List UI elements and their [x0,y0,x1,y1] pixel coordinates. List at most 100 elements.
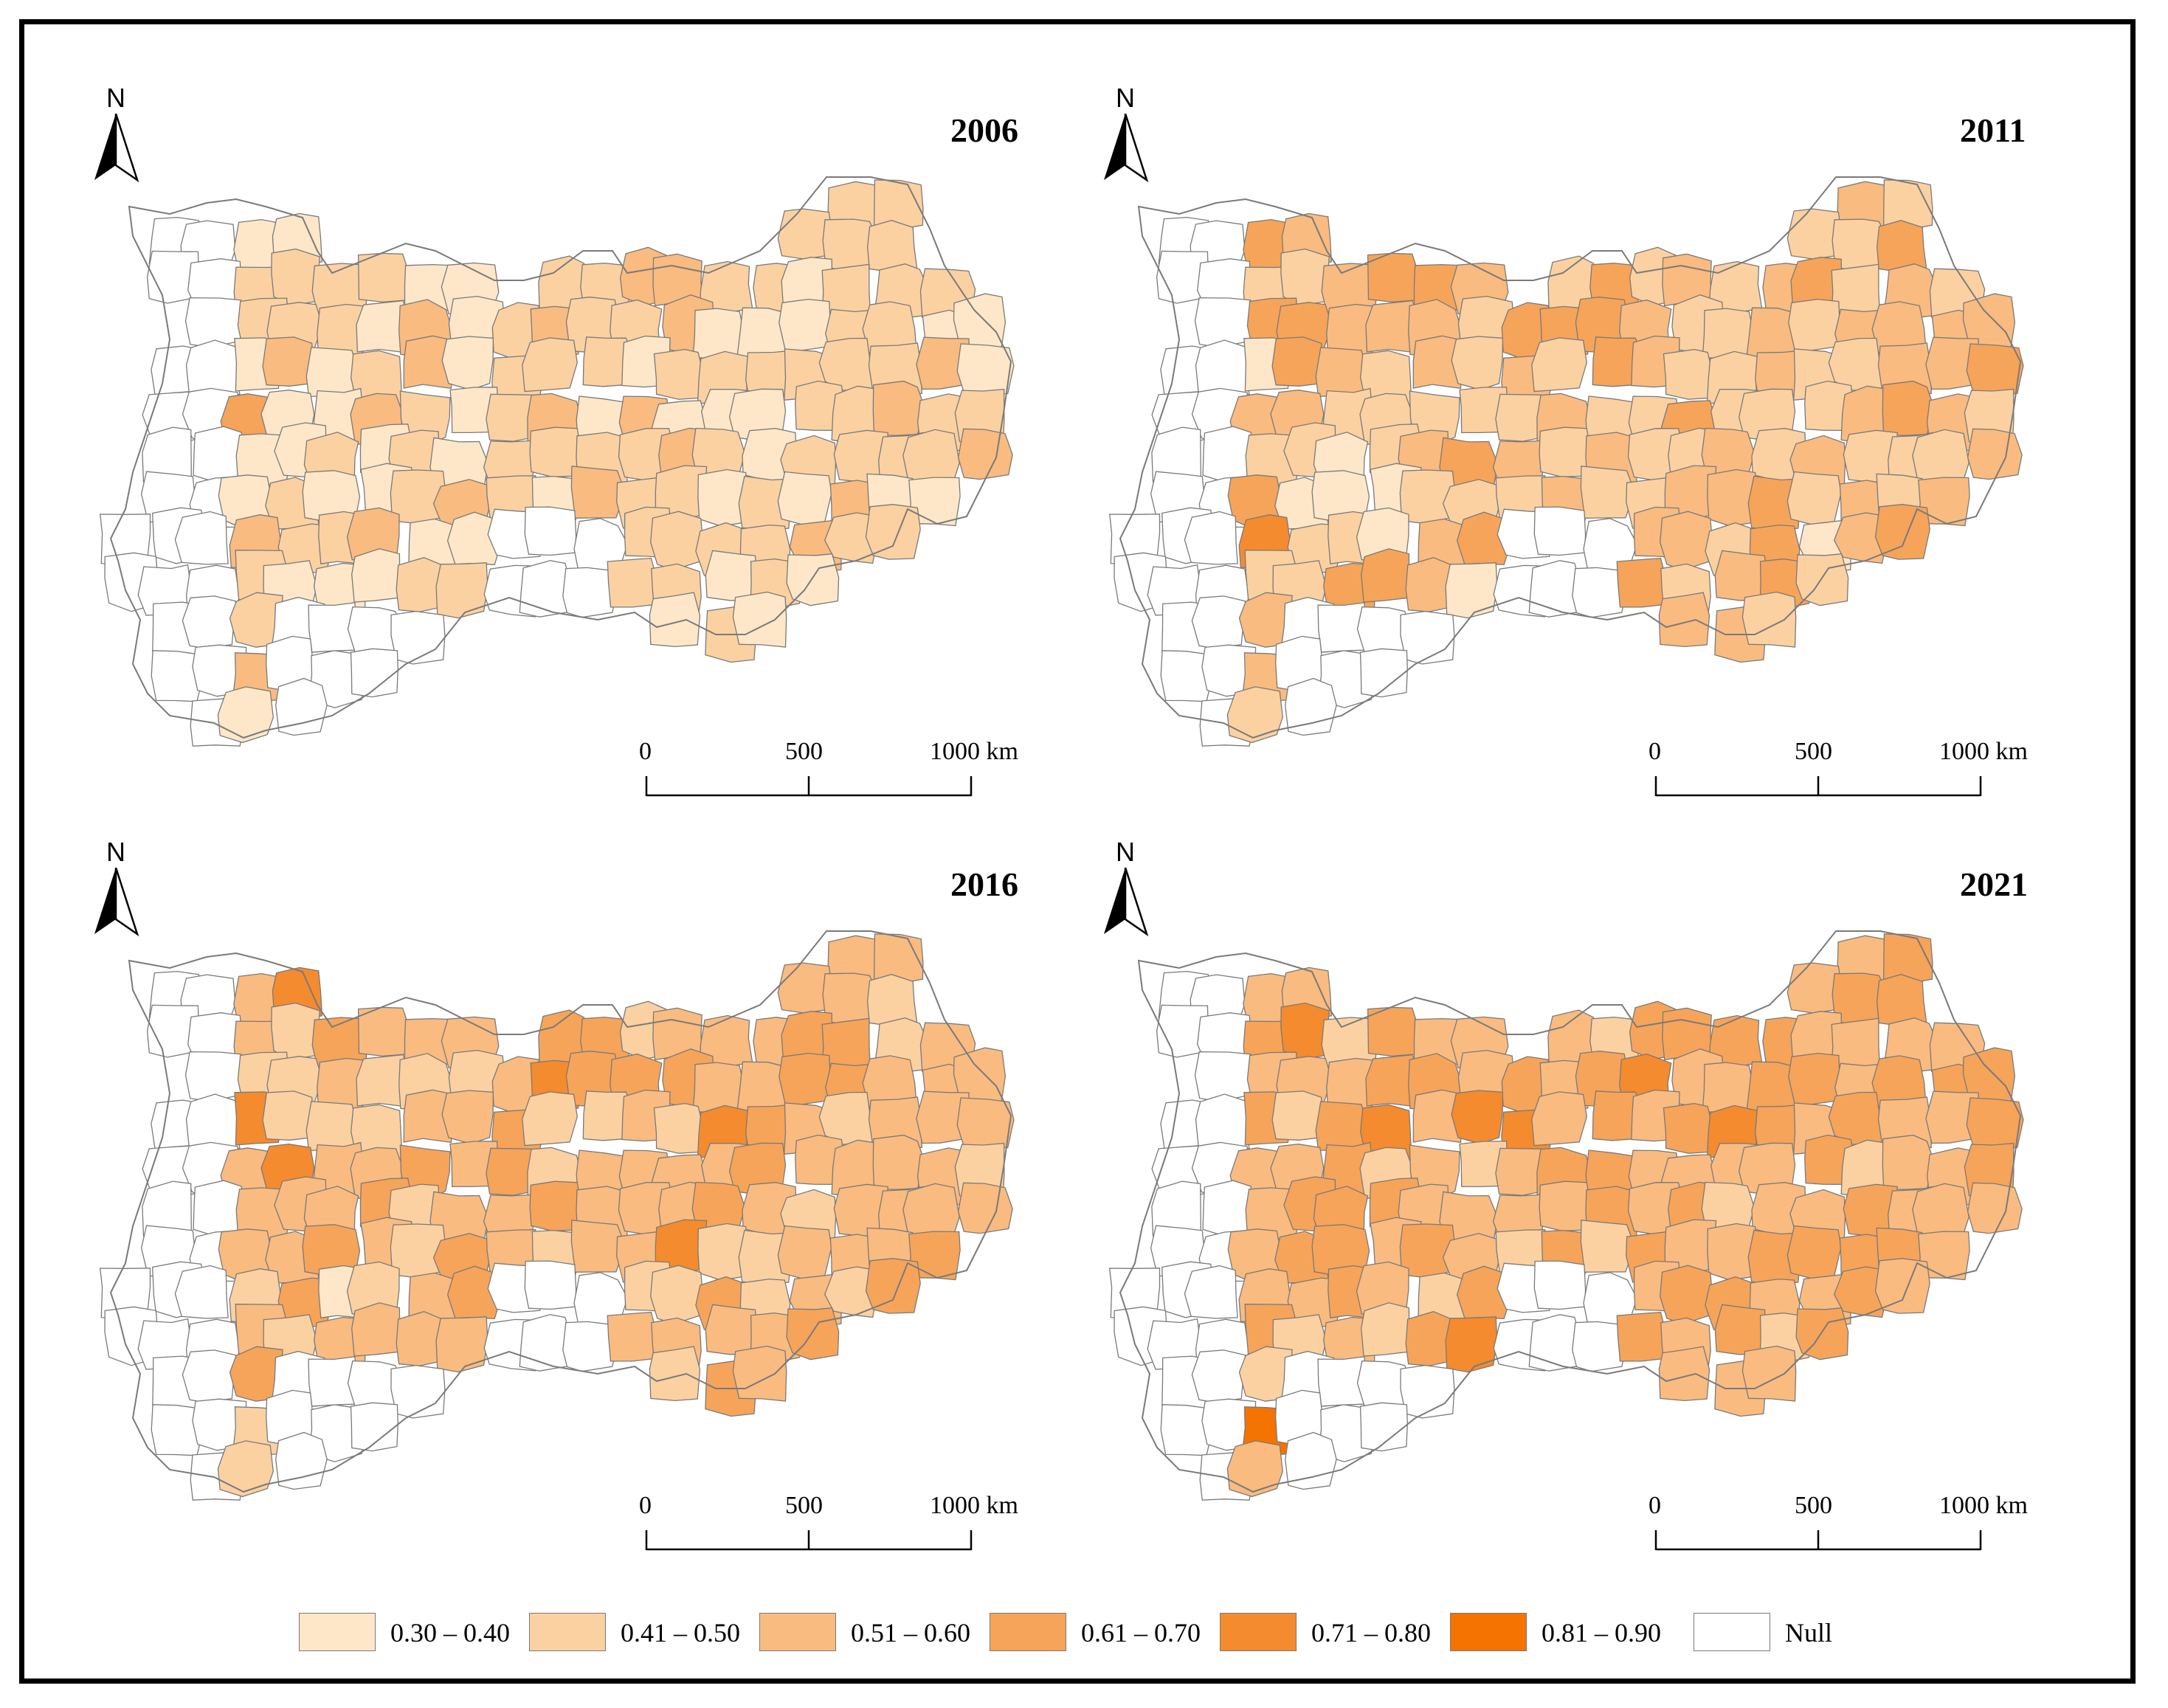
region-cell [692,308,744,359]
region-cell [1616,1312,1667,1362]
region-cell [1714,550,1768,601]
scale-bar-tick-label: 1000 km [930,1492,1018,1519]
region-cell [1456,511,1513,565]
region-cell [1184,511,1238,565]
region-cell [570,1220,626,1273]
panel-year: 2016 [950,865,1018,903]
region-cell [1456,1265,1513,1319]
scale-bar-tick-label: 1000 km [1939,738,2028,765]
region-cell [441,336,494,390]
region-cell [1367,252,1421,303]
region-cell [653,348,704,400]
region-cell [1876,974,1927,1026]
region-cell [1195,1093,1251,1149]
scale-bar-line [645,776,973,797]
region-cell [1747,475,1801,532]
north-arrow-icon [94,868,139,937]
region-cell [1191,595,1246,649]
region-cell [705,1304,759,1355]
scale-bar-tick-label: 0 [1649,1492,1661,1519]
region-cell [1663,348,1713,400]
region-cell [865,504,921,560]
scale-bar-line [1654,1530,1982,1551]
region-cell [957,428,1013,480]
region-cell [403,335,455,390]
north-arrow: N [90,837,142,947]
north-arrow-icon [94,114,139,183]
region-cell [275,677,328,736]
panel-year: 2011 [1960,111,2026,149]
region-cell [350,1402,398,1452]
region-cell [1616,558,1667,608]
scale-bar-tick-label: 0 [1649,738,1661,765]
scale-bar-tick-label: 500 [1795,738,1832,765]
map-panel-2006: 2006 N 0 500 1000 km [22,30,1026,797]
region-cell [1361,548,1410,603]
region-cell [182,1349,237,1403]
region-cell [1874,1258,1930,1314]
region-cell [1315,1101,1369,1152]
region-cell [1663,1102,1713,1154]
panel-year: 2006 [950,111,1018,149]
region-cell [956,1097,1015,1149]
region-cell [738,1229,792,1286]
region-cell [1412,1089,1464,1144]
region-cell [1285,1431,1337,1490]
legend-label: 0.61 – 0.70 [1081,1618,1201,1648]
region-cell [446,511,503,565]
legend-swatch [990,1613,1066,1651]
choropleth-map [1108,176,2024,747]
region-cell [305,1101,359,1152]
region-cell [524,1260,577,1310]
scale-bar-tick-label: 1000 km [930,738,1018,765]
region-cell [1194,1051,1252,1102]
region-cell [435,562,489,619]
legend-swatch [529,1613,606,1651]
region-cell [1367,1006,1421,1057]
scale-bar-tick-label: 500 [785,1492,823,1519]
scale-bar-line [645,1530,973,1551]
north-label: N [106,83,125,113]
map-panel-2011: 2011 N 0 500 1000 km [1032,30,2035,797]
scale-bar: 0 500 1000 km [632,738,1018,804]
scale-bar: 0 500 1000 km [632,1492,1018,1558]
region-cell [522,1091,578,1147]
scale-bar-line [1654,776,1982,797]
region-cell [732,1345,787,1402]
north-arrow: N [1099,83,1151,193]
scale-bar: 0 500 1000 km [1641,738,2028,804]
scale-bar-tick-label: 500 [785,738,823,765]
choropleth-map [99,176,1015,747]
region-cell [1412,335,1464,390]
region-cell [824,1266,880,1318]
region-cell [217,1440,274,1498]
region-cell [562,567,617,618]
region-cell [1702,1062,1753,1113]
region-cell [1271,1090,1324,1141]
region-cell [275,1431,328,1490]
legend-swatch [1450,1613,1527,1651]
region-cell [1660,511,1713,571]
region-cell [1451,336,1504,390]
region-cell [779,1052,831,1108]
region-cell [1967,1182,2023,1234]
region-cell [650,1265,704,1325]
region-cell [1400,1364,1455,1419]
region-cell [1191,1349,1246,1403]
region-cell [1315,347,1369,398]
region-cell [1877,1096,1932,1151]
region-cell [865,1258,921,1314]
region-cell [1714,1304,1768,1355]
region-cell [1580,466,1635,519]
region-cell [1966,1097,2024,1149]
region-cell [357,252,412,303]
region-cell [1660,1265,1713,1325]
region-cell [570,466,626,519]
region-cell [650,511,704,571]
region-cell [1531,1091,1587,1147]
region-cell [1876,220,1927,272]
region-cell [1285,677,1337,736]
region-cell [1445,1316,1498,1373]
legend-label: 0.51 – 0.60 [851,1618,970,1648]
region-cell [271,248,320,306]
